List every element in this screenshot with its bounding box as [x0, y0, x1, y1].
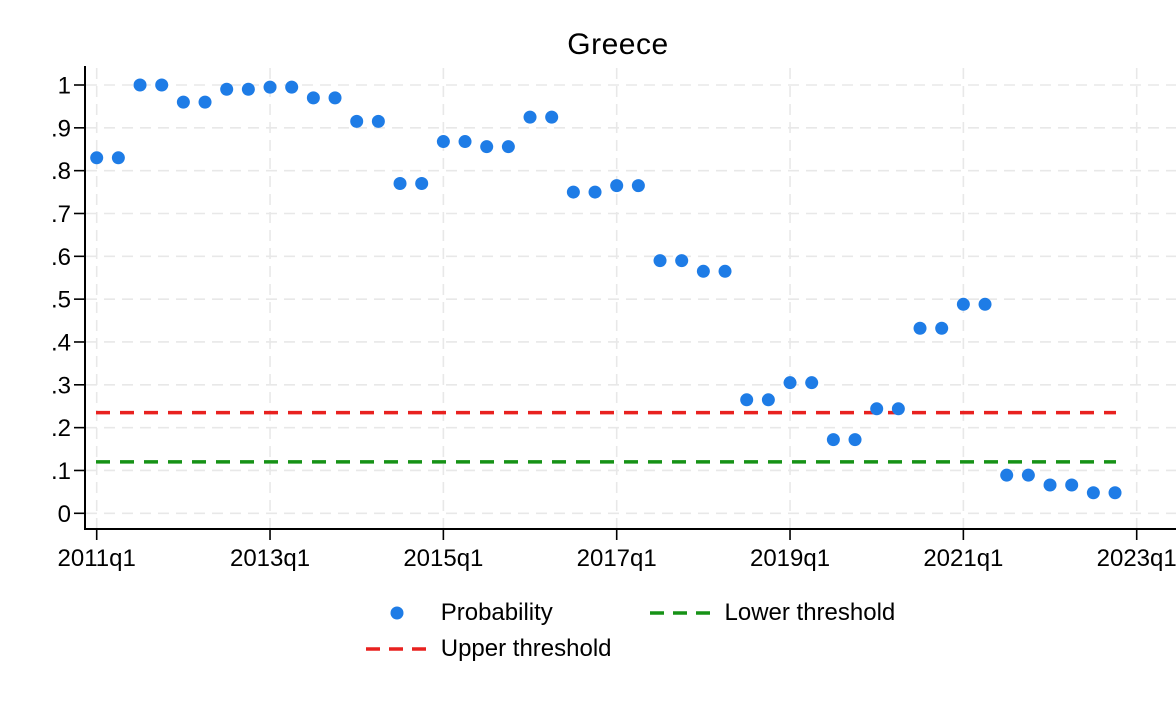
upper-threshold-dash-icon [365, 647, 428, 651]
data-point [718, 264, 732, 278]
data-point [1021, 468, 1035, 482]
legend-item-probability: Probability [366, 598, 612, 628]
data-point [328, 91, 342, 105]
data-point [133, 78, 147, 92]
data-point [978, 297, 992, 311]
data-point [1043, 478, 1057, 492]
x-tick-label: 2019q1 [750, 545, 830, 572]
y-tick-label: 1 [58, 73, 71, 100]
x-tick-label: 2017q1 [577, 545, 657, 572]
lower-threshold-dash-icon [649, 611, 712, 615]
y-tick-label: .5 [51, 287, 71, 314]
y-tick-label: .1 [51, 458, 71, 485]
y-tick-label: .3 [51, 372, 71, 399]
legend-label-lower-threshold: Lower threshold [724, 599, 896, 626]
data-point [783, 376, 797, 390]
y-tick-label: .6 [51, 244, 71, 271]
data-point [805, 376, 819, 390]
data-point [631, 179, 645, 193]
y-tick-label: .9 [51, 115, 71, 142]
data-point [848, 433, 862, 447]
data-point [263, 80, 277, 94]
data-point [653, 254, 667, 268]
data-point [1065, 478, 1079, 492]
chart-title: Greece [567, 28, 669, 61]
data-point [393, 177, 407, 191]
data-point [870, 402, 884, 416]
data-point [696, 264, 710, 278]
data-point [285, 80, 299, 94]
data-point [675, 254, 689, 268]
data-point [155, 78, 169, 92]
data-point [566, 185, 580, 199]
data-point [480, 140, 494, 154]
data-point [371, 114, 385, 128]
y-tick-label: .4 [51, 329, 71, 356]
data-point [220, 82, 234, 96]
data-point [761, 393, 775, 407]
data-point [501, 140, 515, 154]
x-tick-label: 2021q1 [923, 545, 1003, 572]
data-point [891, 402, 905, 416]
data-point [1000, 468, 1014, 482]
y-tick-label: 0 [58, 501, 71, 528]
data-point [458, 135, 472, 149]
x-tick-label: 2013q1 [230, 545, 310, 572]
y-tick-label: .8 [51, 158, 71, 185]
chart-canvas: 0 .1 .2 .3 .4 .5 .6 .7 .8 .9 1 2011q1 2013q1 2015q1 20… [51, 66, 1176, 572]
data-point [176, 95, 190, 109]
data-point [111, 151, 125, 165]
data-point [1086, 486, 1100, 500]
data-point [545, 110, 559, 124]
data-point [198, 95, 212, 109]
probability-dot-icon [390, 606, 404, 620]
y-tick-label: .2 [51, 415, 71, 442]
legend-label-upper-threshold: Upper threshold [440, 635, 612, 662]
x-tick-label: 2015q1 [403, 545, 483, 572]
data-point [956, 297, 970, 311]
data-point [415, 177, 429, 191]
x-tick-label: 2023q1 [1097, 545, 1176, 572]
data-point [913, 321, 927, 335]
data-point [350, 114, 364, 128]
data-point [436, 135, 450, 149]
legend-item-lower-threshold: Lower threshold [649, 598, 896, 628]
data-point [588, 185, 602, 199]
data-point [241, 82, 255, 96]
data-point [90, 151, 104, 165]
data-point [610, 179, 624, 193]
data-point [826, 433, 840, 447]
data-point [740, 393, 754, 407]
legend: Probability Lower threshold Upper thresh… [85, 598, 1176, 664]
y-tick-label: .7 [51, 201, 71, 228]
legend-label-probability: Probability [440, 599, 553, 626]
data-point [935, 321, 949, 335]
legend-item-upper-threshold: Upper threshold [365, 634, 612, 664]
data-point [523, 110, 537, 124]
data-point [1108, 486, 1122, 500]
data-point [306, 91, 320, 105]
x-tick-label: 2011q1 [58, 545, 136, 572]
